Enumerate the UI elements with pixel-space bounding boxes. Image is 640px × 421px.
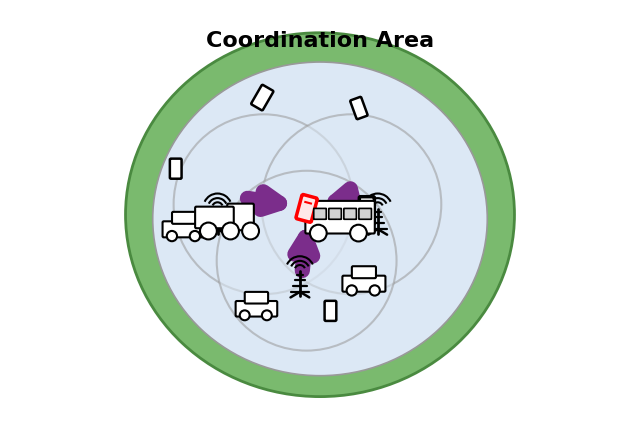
Circle shape (347, 285, 357, 296)
FancyBboxPatch shape (359, 208, 371, 219)
FancyBboxPatch shape (342, 276, 385, 292)
Circle shape (217, 171, 397, 351)
Circle shape (350, 225, 367, 242)
Circle shape (189, 231, 200, 241)
FancyBboxPatch shape (195, 207, 234, 228)
Circle shape (222, 223, 239, 240)
Circle shape (167, 231, 177, 241)
Ellipse shape (125, 33, 515, 397)
FancyBboxPatch shape (163, 221, 205, 237)
Circle shape (240, 310, 250, 320)
FancyBboxPatch shape (314, 208, 326, 219)
FancyBboxPatch shape (227, 204, 254, 230)
FancyBboxPatch shape (305, 201, 375, 234)
Ellipse shape (153, 62, 487, 376)
FancyBboxPatch shape (359, 197, 374, 224)
FancyBboxPatch shape (329, 208, 341, 219)
FancyBboxPatch shape (236, 301, 277, 317)
Circle shape (262, 115, 442, 294)
Circle shape (200, 223, 217, 240)
FancyBboxPatch shape (170, 159, 182, 179)
FancyBboxPatch shape (344, 208, 356, 219)
Circle shape (173, 115, 353, 294)
Text: Coordination Area: Coordination Area (206, 31, 434, 51)
Circle shape (242, 223, 259, 240)
FancyBboxPatch shape (244, 292, 268, 304)
FancyBboxPatch shape (296, 195, 317, 222)
Circle shape (262, 310, 272, 320)
FancyBboxPatch shape (172, 212, 196, 224)
Circle shape (369, 285, 380, 296)
FancyBboxPatch shape (252, 85, 273, 110)
FancyBboxPatch shape (350, 97, 367, 119)
Circle shape (310, 225, 326, 242)
FancyBboxPatch shape (324, 301, 336, 321)
FancyBboxPatch shape (352, 266, 376, 278)
